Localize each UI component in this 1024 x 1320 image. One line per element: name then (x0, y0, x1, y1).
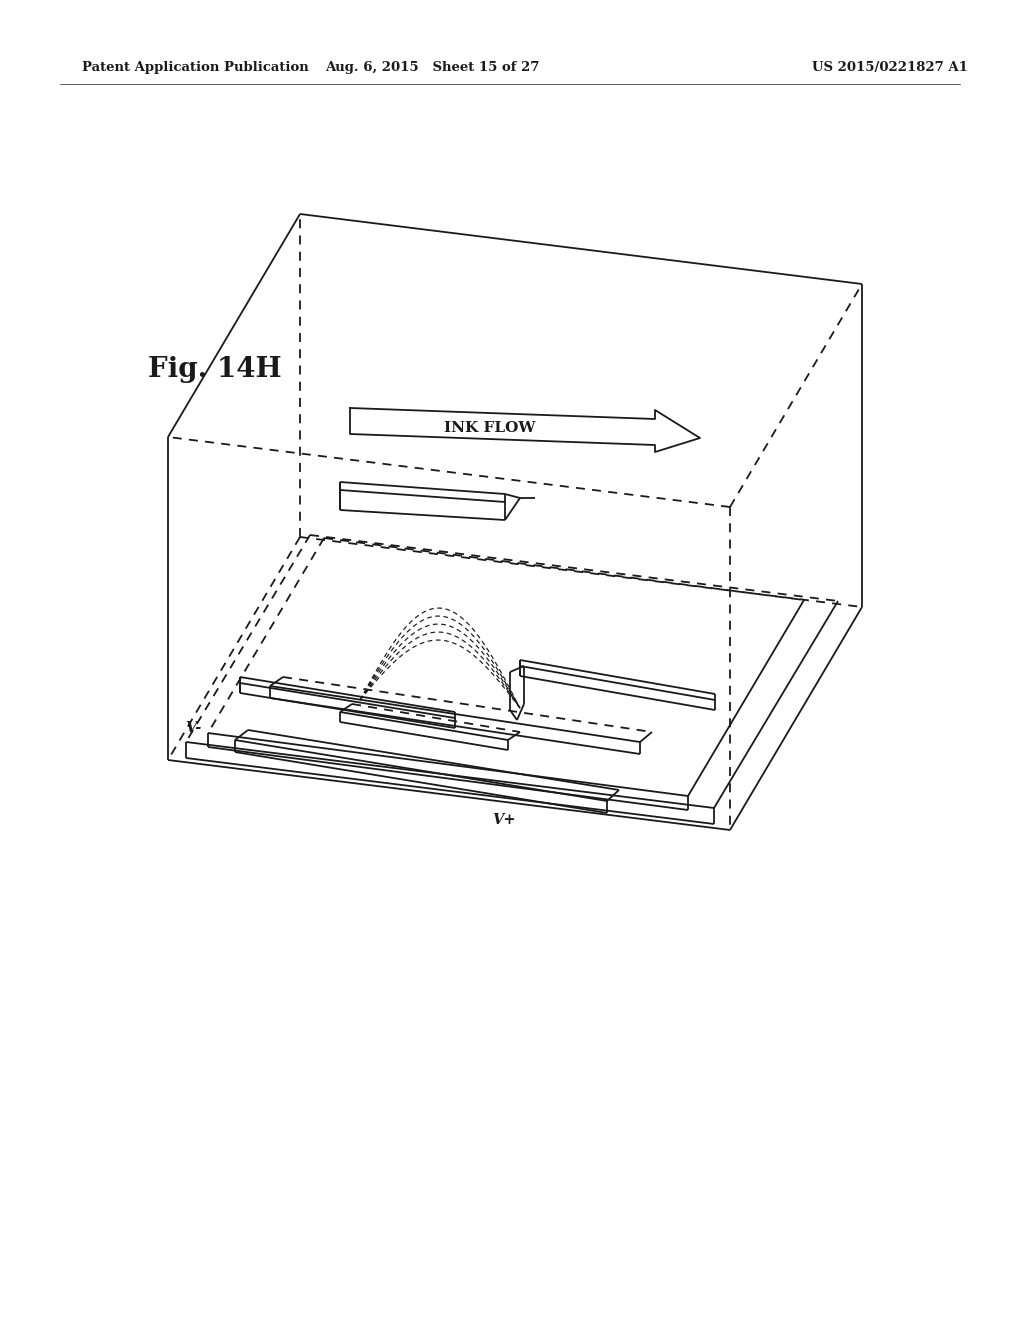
Text: V-: V- (185, 721, 202, 735)
Text: US 2015/0221827 A1: US 2015/0221827 A1 (812, 62, 968, 74)
Text: Patent Application Publication: Patent Application Publication (82, 62, 309, 74)
Text: Fig. 14H: Fig. 14H (148, 356, 282, 383)
Text: Aug. 6, 2015   Sheet 15 of 27: Aug. 6, 2015 Sheet 15 of 27 (325, 62, 540, 74)
Text: INK FLOW: INK FLOW (444, 421, 536, 436)
Text: V+: V+ (492, 813, 516, 828)
